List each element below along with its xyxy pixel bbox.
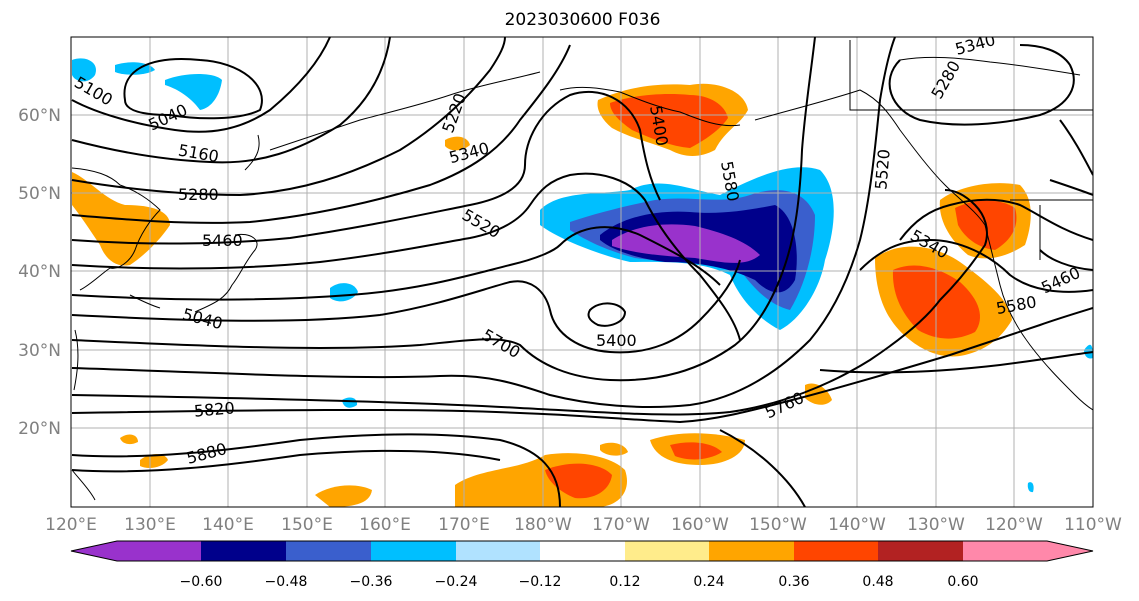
colorbar-tick-label: 0.24 [693, 574, 724, 590]
lat-tick-label: 40°N [18, 262, 61, 282]
colorbar-tick-label: −0.48 [265, 574, 308, 590]
contour-label: 5520 [871, 148, 893, 190]
colorbar-segment [286, 541, 371, 561]
graticule [71, 37, 1093, 507]
colorbar-segment [71, 541, 201, 561]
negative-anomaly-region [1027, 482, 1034, 493]
lon-tick-label: 120°W [985, 515, 1043, 535]
lon-tick-label: 130°W [907, 515, 965, 535]
colorbar-segment [794, 541, 878, 561]
lat-tick-label: 20°N [18, 419, 61, 439]
colorbar-outline [70, 540, 1094, 562]
lon-tick-label: 120°E [45, 515, 97, 535]
positive-anomaly-region [315, 485, 372, 507]
positive-anomaly-region [545, 463, 612, 499]
contour-label: 5460 [202, 231, 243, 250]
lon-tick-label: 110°W [1064, 515, 1122, 535]
colorbar-segment [456, 541, 540, 561]
positive-anomaly-region [670, 442, 722, 460]
lon-tick-labels: 120°E 130°E 140°E 150°E 160°E 170°E 180°… [45, 515, 1122, 535]
colorbar-tick-label: 0.12 [609, 574, 640, 590]
positive-anomaly-region [120, 434, 138, 445]
colorbar-tick-label: 0.60 [947, 574, 978, 590]
lon-tick-label: 150°W [749, 515, 807, 535]
lat-tick-label: 50°N [18, 184, 61, 204]
negative-anomaly-region [612, 224, 760, 263]
map-plot: 5100 5040 5160 5280 5460 5040 5820 5880 … [71, 37, 1093, 507]
shading-layer [72, 58, 1093, 507]
lon-tick-label: 140°W [828, 515, 886, 535]
lat-tick-label: 30°N [18, 341, 61, 361]
height-contours [71, 37, 1093, 507]
lat-tick-label: 60°N [18, 106, 61, 126]
colorbar-tick-label: 0.48 [862, 574, 893, 590]
positive-anomaly-region [140, 454, 168, 468]
lon-tick-label: 170°W [592, 515, 650, 535]
lon-tick-label: 170°E [438, 515, 490, 535]
colorbar-tick-label: 0.36 [778, 574, 809, 590]
lon-tick-label: 180°W [514, 515, 572, 535]
map-title: 2023030600 F036 [504, 10, 661, 30]
colorbar-segment [625, 541, 709, 561]
lon-tick-label: 140°E [202, 515, 254, 535]
colorbar-segment [878, 541, 963, 561]
contour-label: 5400 [596, 331, 637, 350]
colorbar-tick-labels: −0.60 −0.48 −0.36 −0.24 −0.12 0.12 0.24 … [180, 574, 979, 590]
positive-anomaly-region [610, 93, 728, 148]
colorbar-segment [963, 541, 1093, 561]
colorbar-tick-label: −0.36 [350, 574, 393, 590]
coastlines [71, 40, 1093, 501]
colorbar-segment [201, 541, 286, 561]
negative-anomaly-region [165, 74, 222, 110]
colorbar-tick-label: −0.60 [180, 574, 223, 590]
lon-tick-label: 160°W [671, 515, 729, 535]
plot-frame [70, 36, 1094, 508]
lon-tick-label: 130°E [124, 515, 176, 535]
lon-tick-label: 160°E [359, 515, 411, 535]
lat-tick-labels: 60°N 50°N 40°N 30°N 20°N [18, 106, 61, 439]
contour-label: 5820 [193, 398, 235, 420]
colorbar-segment [540, 541, 625, 561]
colorbar-segment [709, 541, 794, 561]
lon-tick-label: 150°E [281, 515, 333, 535]
contour-label: 5280 [178, 185, 219, 204]
negative-anomaly-region [72, 58, 96, 82]
colorbar-tick-label: −0.24 [435, 574, 478, 590]
colorbar-segment [371, 541, 456, 561]
colorbar-tick-label: −0.12 [519, 574, 562, 590]
colorbar: −0.60 −0.48 −0.36 −0.24 −0.12 0.12 0.24 … [70, 540, 1094, 590]
